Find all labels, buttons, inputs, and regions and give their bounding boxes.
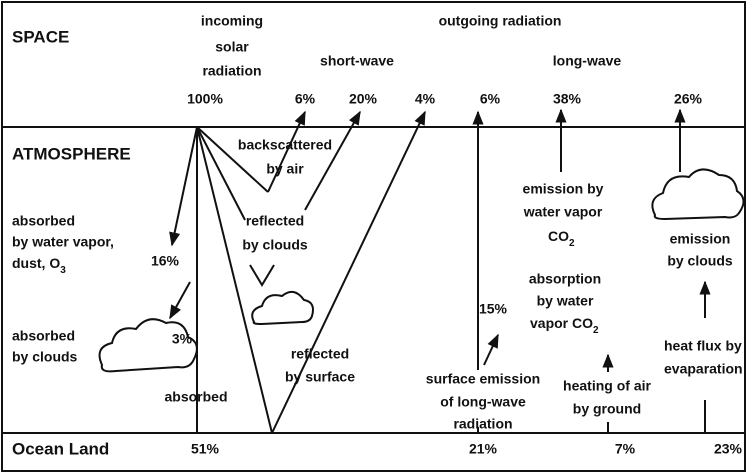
- label: absorbed: [12, 213, 75, 229]
- label: incoming: [201, 13, 263, 29]
- label: dust, O3: [12, 255, 66, 276]
- label: absorbed: [12, 328, 75, 344]
- label: emission by: [523, 181, 604, 197]
- value: 4%: [415, 91, 436, 107]
- label: solar: [215, 39, 249, 55]
- label: vapor CO2: [530, 315, 599, 336]
- label: water vapor: [523, 204, 603, 220]
- label: by water vapor,: [12, 234, 114, 250]
- label: absorbed: [164, 389, 227, 405]
- zone: SPACE: [12, 27, 69, 46]
- label: by water: [537, 293, 594, 309]
- value: 6%: [480, 91, 501, 107]
- label: radiation: [202, 63, 261, 79]
- label: evaparation: [664, 361, 743, 377]
- label: emission: [670, 231, 731, 247]
- value: 23%: [714, 441, 743, 457]
- value: 7%: [615, 441, 636, 457]
- value: 26%: [674, 91, 703, 107]
- label: long-wave: [553, 53, 622, 69]
- arrows: [169, 108, 711, 434]
- label: of long-wave: [440, 394, 526, 410]
- label: outgoing radiation: [439, 13, 562, 29]
- label: CO2: [548, 228, 575, 249]
- label: heat flux by: [664, 338, 742, 354]
- value: 20%: [349, 91, 378, 107]
- value: 38%: [553, 91, 582, 107]
- value: 3%: [172, 331, 193, 347]
- value: 6%: [295, 91, 316, 107]
- label: by ground: [573, 401, 641, 417]
- value: 100%: [187, 91, 223, 107]
- label: reflected: [246, 213, 304, 229]
- label: by clouds: [12, 349, 78, 365]
- clouds: [98, 168, 745, 373]
- label: absorption: [529, 271, 601, 287]
- value: 15%: [479, 301, 508, 317]
- value: 16%: [151, 253, 180, 269]
- label: radiation: [453, 416, 512, 432]
- label: by clouds: [242, 237, 308, 253]
- value: 21%: [469, 441, 498, 457]
- label: backscattered: [238, 137, 332, 153]
- label: reflected: [291, 346, 349, 362]
- zone: ATMOSPHERE: [12, 144, 131, 163]
- zone: Ocean Land: [12, 439, 109, 458]
- label: by air: [266, 161, 304, 177]
- label: heating of air: [563, 378, 651, 394]
- label: by clouds: [667, 253, 733, 269]
- label: surface emission: [426, 371, 540, 387]
- texts: SPACE ATMOSPHERE Ocean Land incoming sol…: [12, 13, 743, 459]
- label: by surface: [285, 369, 355, 385]
- value: 51%: [191, 441, 220, 457]
- label: short-wave: [320, 53, 394, 69]
